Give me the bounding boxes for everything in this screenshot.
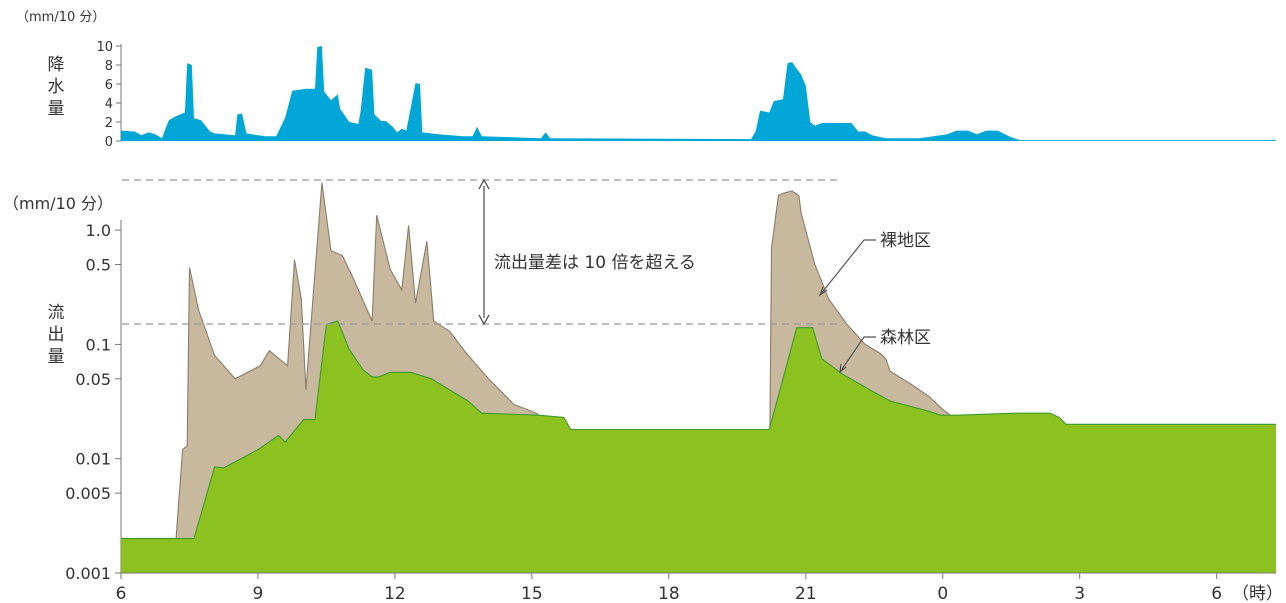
precipitation-y-tick-label: 6 (105, 78, 113, 93)
precipitation-series (121, 46, 1276, 141)
time-x-axis: 6 9 12 15 18 21 0 3 6 （時） (116, 572, 1283, 603)
precipitation-label-char: 水 (48, 77, 65, 97)
runoff-label-char: 出 (48, 325, 65, 345)
x-tick-label: 6 (116, 584, 127, 603)
runoff-y-tick-label: 0.005 (65, 484, 111, 503)
precipitation-y-tick-label: 2 (105, 116, 113, 131)
x-tick-label: 6 (1211, 584, 1222, 603)
runoff-label-char: 流 (48, 303, 65, 323)
precipitation-label-char: 降 (48, 55, 65, 75)
precipitation-y-tick-label: 0 (105, 135, 113, 150)
x-tick-label: 12 (384, 584, 406, 603)
precipitation-panel: （mm/10 分） 降水量 0 2 4 6 8 10 (16, 10, 1276, 150)
precipitation-label-char: 量 (48, 99, 65, 119)
forest-plot-line (121, 320, 1276, 540)
bare-leader-line (818, 239, 876, 297)
difference-arrow (478, 178, 490, 326)
runoff-label-char: 量 (48, 347, 65, 367)
runoff-unit-label: （mm/10 分） (3, 194, 113, 213)
precipitation-area (121, 46, 1276, 141)
forest-leader-line (839, 336, 876, 374)
runoff-y-tick-label: 0.05 (75, 370, 111, 389)
x-tick-label: 18 (658, 584, 680, 603)
runoff-series (121, 182, 1276, 574)
x-tick-label: 15 (521, 584, 543, 603)
difference-annotation: 流出量差は 10 倍を超える (494, 253, 696, 273)
runoff-y-axis: 0.001 0.005 0.01 0.05 0.1 0.5 1.0 (65, 220, 122, 583)
runoff-y-tick-label: 0.01 (75, 450, 111, 469)
precipitation-unit-label: （mm/10 分） (16, 10, 105, 25)
x-tick-label: 9 (253, 584, 264, 603)
precipitation-axis-label: 降水量 (48, 55, 65, 119)
runoff-y-tick-label: 1.0 (86, 221, 111, 240)
runoff-y-tick-label: 0.001 (65, 564, 111, 583)
runoff-y-tick-label: 0.1 (86, 335, 111, 354)
runoff-panel: （mm/10 分） 流出量 0.001 0.005 0.01 0.05 0.1 0.5 1.… (3, 178, 1283, 603)
runoff-axis-label: 流出量 (48, 303, 65, 367)
forest-plot-label: 森林区 (880, 328, 931, 348)
bare-plot-label: 裸地区 (880, 231, 931, 251)
x-tick-label: 0 (937, 584, 948, 603)
precipitation-y-tick-label: 8 (105, 59, 113, 74)
precipitation-y-tick-label: 4 (105, 97, 113, 112)
precipitation-y-tick-label: 10 (96, 40, 113, 55)
x-axis-unit-label: （時） (1232, 584, 1283, 603)
forest-plot-area (121, 321, 1276, 573)
x-tick-label: 21 (795, 584, 817, 603)
x-tick-label: 3 (1074, 584, 1085, 603)
runoff-y-tick-label: 0.5 (86, 256, 111, 275)
precipitation-y-axis: 0 2 4 6 8 10 (96, 40, 122, 150)
